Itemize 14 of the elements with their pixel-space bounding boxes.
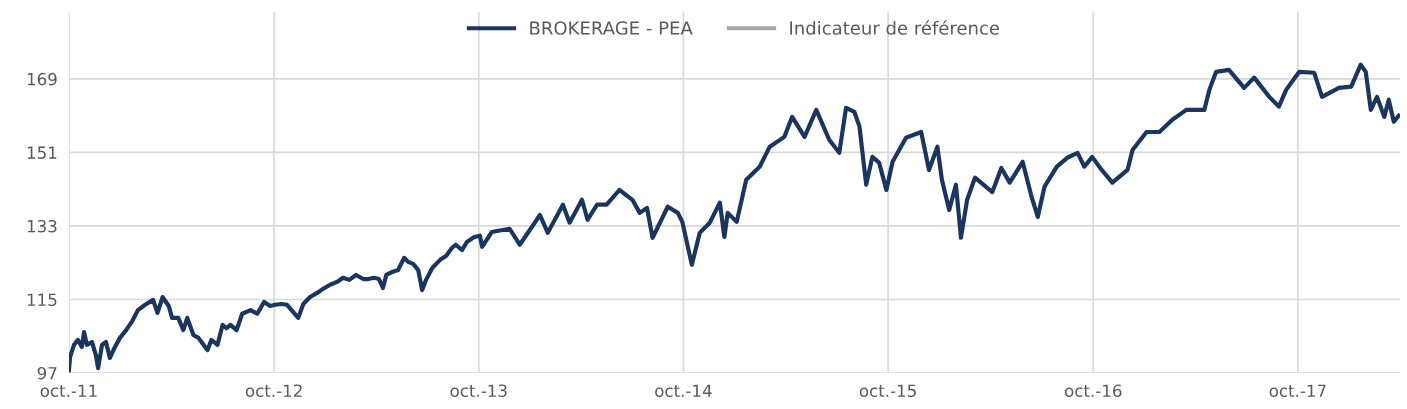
legend-label: BROKERAGE - PEA bbox=[530, 21, 693, 35]
y-tick-label: 133 bbox=[27, 219, 57, 233]
x-tick-label: oct.-12 bbox=[245, 384, 302, 398]
y-tick-label: 151 bbox=[27, 146, 57, 159]
y-tick-label: 97 bbox=[37, 366, 57, 380]
legend-label: Indicateur de référence bbox=[790, 20, 1000, 35]
y-tick-label: 115 bbox=[27, 293, 57, 307]
x-tick-label: oct.-14 bbox=[655, 384, 712, 398]
x-tick-label: oct.-16 bbox=[1064, 384, 1122, 398]
x-tick-label: oct.-17 bbox=[1269, 384, 1326, 398]
x-tick-label: oct.-15 bbox=[859, 384, 916, 398]
y-tick-label: 169 bbox=[27, 72, 57, 86]
x-tick-label: oct.-11 bbox=[40, 384, 97, 398]
x-tick-label: oct.-13 bbox=[450, 384, 507, 398]
